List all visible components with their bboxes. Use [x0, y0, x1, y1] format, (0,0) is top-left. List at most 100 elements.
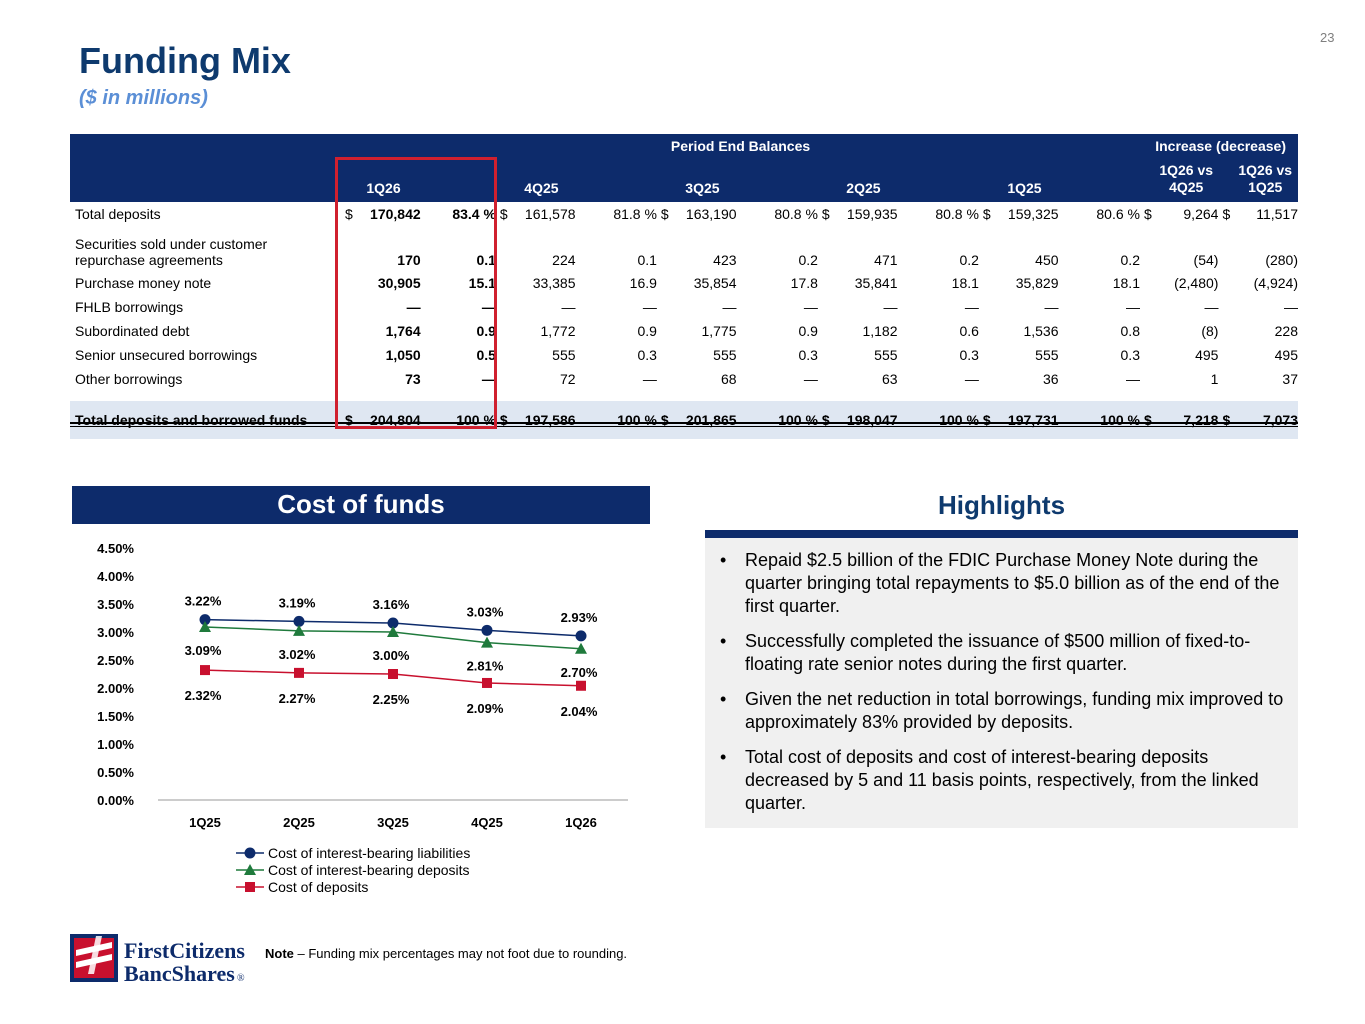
table-cell: — — [406, 299, 421, 315]
first-citizens-logo: FirstCitizens BancShares ® — [70, 934, 245, 985]
page-subtitle: ($ in millions) — [79, 87, 208, 109]
table-cell: 471 — [874, 252, 898, 268]
legend-label: Cost of interest-bearing deposits — [268, 861, 470, 878]
table-cell — [1218, 271, 1232, 295]
table-cell: 0.1 — [637, 252, 657, 268]
table-cell — [657, 226, 671, 271]
data-label: 3.00% — [373, 648, 410, 663]
table-cell — [657, 271, 671, 295]
table-cell: 81.8 % — [613, 206, 657, 222]
table-cell: — — [642, 299, 657, 315]
table-cell — [1140, 295, 1154, 319]
data-label: 2.09% — [467, 701, 504, 716]
highlight-text: Given the net reduction in total borrowi… — [745, 689, 1284, 732]
footnote-text: – Funding mix percentages may not foot d… — [293, 946, 628, 961]
table-cell: 170,842 — [370, 206, 421, 222]
highlight-text: Total cost of deposits and cost of inter… — [745, 747, 1259, 813]
highlight-text: Successfully completed the issuance of $… — [745, 631, 1251, 674]
bullet-icon: • — [720, 747, 727, 767]
data-point-circle — [293, 615, 305, 627]
table-cell — [818, 319, 832, 343]
table-cell: 80.8 % — [774, 206, 818, 222]
increase-decrease-header: Increase (decrease) — [1139, 134, 1298, 158]
table-cell: — — [561, 299, 576, 315]
table-cell: 0.2 — [1120, 252, 1140, 268]
table-cell: $ — [495, 391, 511, 439]
table-row: FHLB borrowings — — — — — — — — — — — — — [70, 295, 1298, 319]
table-cell: $ — [345, 206, 353, 222]
y-tick-label: 1.50% — [97, 709, 134, 724]
data-point-circle — [387, 617, 399, 629]
legend-item: Cost of interest-bearing liabilities — [236, 844, 470, 861]
highlight-item: • Total cost of deposits and cost of inte… — [720, 746, 1290, 815]
table-cell: 37 — [1282, 371, 1298, 387]
highlights-title-bar — [705, 530, 1298, 538]
table-cell: 35,854 — [693, 275, 737, 291]
col-header-vs-4q25-line2: 4Q25 — [1169, 179, 1204, 195]
table-cell: — — [722, 299, 737, 315]
col-header-3q25: 3Q25 — [656, 158, 818, 202]
bullet-icon: • — [720, 631, 727, 651]
table-cell — [979, 295, 993, 319]
table-cell: 33,385 — [532, 275, 576, 291]
table-cell: 0.3 — [1120, 347, 1140, 363]
funding-mix-table: Period End Balances Increase (decrease) … — [70, 134, 1298, 439]
table-cell: — — [481, 371, 496, 387]
x-tick-label: 4Q25 — [471, 815, 503, 830]
table-cell: 555 — [713, 347, 737, 363]
table-cell: 72 — [559, 371, 576, 387]
row-label: Securities sold under customer repurchase… — [70, 226, 341, 271]
data-point-square — [294, 667, 304, 678]
table-cell — [496, 367, 510, 396]
y-tick-label: 2.00% — [97, 681, 134, 696]
table-cell — [979, 271, 993, 295]
data-label: 2.04% — [561, 704, 598, 719]
table-cell: — — [1284, 299, 1298, 315]
table-row: Other borrowings 73 — 72 — 68 — 63 — 36 — 1 37 — [70, 367, 1298, 396]
chart-legend: Cost of interest-bearing liabilities Cost… — [236, 844, 470, 895]
table-cell — [818, 367, 832, 396]
table-cell — [657, 295, 671, 319]
table-cell — [1140, 271, 1154, 295]
table-cell: $ — [1139, 391, 1155, 439]
table-cell: 18.1 — [951, 275, 979, 291]
table-cell — [1140, 226, 1154, 271]
data-label: 2.70% — [561, 665, 598, 680]
x-tick-label: 3Q25 — [377, 815, 409, 830]
table-cell: $ — [1143, 206, 1152, 222]
table-row: Securities sold under customer repurchase… — [70, 226, 1298, 271]
table-cell: 555 — [1035, 347, 1059, 363]
data-label: 3.09% — [185, 643, 222, 658]
table-cell: 7,218 — [1154, 391, 1219, 439]
legend-label: Cost of deposits — [268, 878, 369, 895]
data-point-square — [200, 665, 210, 676]
table-cell: — — [964, 299, 979, 315]
table-cell: $ — [1222, 206, 1231, 222]
logo-flag-slash — [88, 936, 102, 974]
data-point-triangle — [481, 636, 493, 648]
bullet-icon: • — [720, 689, 727, 709]
data-label: 2.27% — [279, 691, 316, 706]
current-quarter-highlight-box — [335, 157, 497, 429]
table-cell: 100 % — [426, 391, 496, 439]
table-cell: $ — [982, 206, 991, 222]
page-number: 23 — [1320, 30, 1335, 45]
data-label: 3.19% — [279, 595, 316, 610]
table-cell: 35,841 — [854, 275, 898, 291]
cost-of-funds-chart: 0.00% 0.50% 1.00% 1.50% 2.00% 2.50% 3.00% 3.50%… — [97, 541, 628, 830]
table-cell: 0.2 — [798, 252, 818, 268]
table-cell: 423 — [713, 252, 737, 268]
table-cell — [818, 271, 832, 295]
highlights-title: Highlights — [937, 490, 1066, 520]
table-cell: $ — [817, 391, 833, 439]
table-cell: 30,905 — [377, 275, 421, 291]
table-cell: 80.8 % — [935, 206, 979, 222]
table-double-rule-bottom — [70, 426, 1298, 427]
data-label: 3.03% — [467, 604, 504, 619]
table-cell: $ — [1218, 391, 1233, 439]
table-row: Total deposits and borrowed funds $204,80… — [70, 391, 1298, 439]
y-tick-label: 0.00% — [97, 793, 134, 808]
data-point-square — [388, 669, 398, 679]
col-header-vs-1q25-line1: 1Q26 vs — [1238, 162, 1293, 178]
table-cell: — — [1125, 371, 1140, 387]
